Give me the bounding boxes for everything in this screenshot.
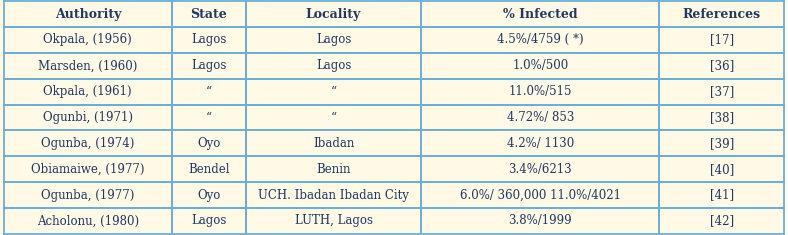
Text: Authority: Authority xyxy=(54,8,121,21)
Text: Ogunba, (1974): Ogunba, (1974) xyxy=(41,137,135,150)
Bar xyxy=(660,105,784,130)
Text: 4.72%/ 853: 4.72%/ 853 xyxy=(507,111,574,124)
Bar xyxy=(246,156,422,182)
Text: [41]: [41] xyxy=(709,188,734,202)
Text: Acholonu, (1980): Acholonu, (1980) xyxy=(37,214,139,227)
Bar xyxy=(660,27,784,53)
Bar xyxy=(172,79,246,105)
Bar xyxy=(660,1,784,27)
Bar xyxy=(246,79,422,105)
Text: “: “ xyxy=(330,85,336,98)
Bar xyxy=(246,208,422,234)
Bar xyxy=(172,27,246,53)
Bar xyxy=(422,27,660,53)
Bar xyxy=(422,130,660,156)
Bar xyxy=(4,79,172,105)
Text: 3.4%/6213: 3.4%/6213 xyxy=(508,163,572,176)
Text: [17]: [17] xyxy=(709,33,734,47)
Text: Lagos: Lagos xyxy=(316,59,351,72)
Bar xyxy=(172,182,246,208)
Text: 3.8%/1999: 3.8%/1999 xyxy=(508,214,572,227)
Bar xyxy=(246,105,422,130)
Bar xyxy=(422,208,660,234)
Text: Ogunbi, (1971): Ogunbi, (1971) xyxy=(43,111,133,124)
Text: LUTH, Lagos: LUTH, Lagos xyxy=(295,214,373,227)
Bar xyxy=(4,208,172,234)
Bar xyxy=(4,27,172,53)
Bar xyxy=(422,79,660,105)
Text: Marsden, (1960): Marsden, (1960) xyxy=(38,59,137,72)
Text: 6.0%/ 360,000 11.0%/4021: 6.0%/ 360,000 11.0%/4021 xyxy=(459,188,621,202)
Text: State: State xyxy=(191,8,227,21)
Bar xyxy=(660,130,784,156)
Text: [40]: [40] xyxy=(709,163,734,176)
Bar xyxy=(422,182,660,208)
Text: Oyo: Oyo xyxy=(197,137,221,150)
Text: Bendel: Bendel xyxy=(188,163,229,176)
Text: 11.0%/515: 11.0%/515 xyxy=(508,85,572,98)
Text: UCH. Ibadan Ibadan City: UCH. Ibadan Ibadan City xyxy=(258,188,409,202)
Bar xyxy=(422,1,660,27)
Bar xyxy=(246,27,422,53)
Bar xyxy=(422,53,660,79)
Bar xyxy=(4,182,172,208)
Text: “: “ xyxy=(206,111,212,124)
Bar xyxy=(660,53,784,79)
Bar xyxy=(4,1,172,27)
Text: [38]: [38] xyxy=(709,111,734,124)
Text: Lagos: Lagos xyxy=(316,33,351,47)
Bar xyxy=(172,130,246,156)
Bar xyxy=(172,156,246,182)
Bar xyxy=(172,1,246,27)
Bar xyxy=(660,156,784,182)
Text: “: “ xyxy=(330,111,336,124)
Text: Obiamaiwe, (1977): Obiamaiwe, (1977) xyxy=(31,163,144,176)
Text: Locality: Locality xyxy=(306,8,361,21)
Bar xyxy=(660,79,784,105)
Text: [37]: [37] xyxy=(709,85,734,98)
Text: [36]: [36] xyxy=(709,59,734,72)
Bar xyxy=(246,1,422,27)
Bar xyxy=(4,105,172,130)
Bar xyxy=(422,105,660,130)
Text: “: “ xyxy=(206,85,212,98)
Text: Oyo: Oyo xyxy=(197,188,221,202)
Text: 1.0%/500: 1.0%/500 xyxy=(512,59,568,72)
Text: Okpala, (1961): Okpala, (1961) xyxy=(43,85,132,98)
Text: Lagos: Lagos xyxy=(191,33,226,47)
Bar xyxy=(246,53,422,79)
Bar xyxy=(660,208,784,234)
Bar xyxy=(4,53,172,79)
Bar xyxy=(4,156,172,182)
Text: Ibadan: Ibadan xyxy=(313,137,355,150)
Text: References: References xyxy=(682,8,760,21)
Text: 4.2%/ 1130: 4.2%/ 1130 xyxy=(507,137,574,150)
Text: Benin: Benin xyxy=(316,163,351,176)
Text: [42]: [42] xyxy=(709,214,734,227)
Text: % Infected: % Infected xyxy=(503,8,578,21)
Bar xyxy=(246,182,422,208)
Bar xyxy=(172,105,246,130)
Bar xyxy=(172,53,246,79)
Text: Lagos: Lagos xyxy=(191,214,226,227)
Bar xyxy=(4,130,172,156)
Bar xyxy=(172,208,246,234)
Text: Lagos: Lagos xyxy=(191,59,226,72)
Bar xyxy=(422,156,660,182)
Bar xyxy=(246,130,422,156)
Text: 4.5%/4759 ( *): 4.5%/4759 ( *) xyxy=(497,33,584,47)
Bar xyxy=(660,182,784,208)
Text: Okpala, (1956): Okpala, (1956) xyxy=(43,33,132,47)
Text: Ogunba, (1977): Ogunba, (1977) xyxy=(41,188,135,202)
Text: [39]: [39] xyxy=(709,137,734,150)
